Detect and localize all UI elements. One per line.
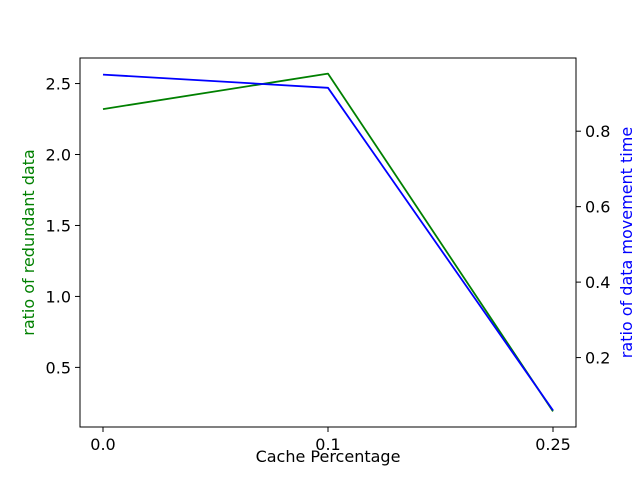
right-y-tick-label: 0.8 xyxy=(585,122,610,141)
axes-layer: 0.0 0.1 0.25 0.5 1.0 1.5 2.0 2.5 0.2 0.4 0.6 0.8 xyxy=(46,57,610,454)
left-y-tick-label: 1.5 xyxy=(46,216,71,235)
left-y-tick-label: 1.0 xyxy=(46,287,71,306)
series-line-data-movement-time xyxy=(102,73,554,411)
x-axis-title: Cache Percentage xyxy=(256,447,401,466)
left-y-tick-label: 2.5 xyxy=(46,75,71,94)
right-y-axis-title: ratio of data movement time xyxy=(617,127,636,358)
x-tick-label: 0.0 xyxy=(90,435,115,454)
series-line-redundant-data xyxy=(102,72,554,412)
series-layer xyxy=(102,72,554,412)
right-y-tick-label: 0.4 xyxy=(585,273,610,292)
left-y-axis-title: ratio of redundant data xyxy=(19,149,38,336)
left-y-tick-label: 2.0 xyxy=(46,146,71,165)
x-tick-label: 0.25 xyxy=(535,435,571,454)
left-y-tick-label: 0.5 xyxy=(46,358,71,377)
x-tick-label: 0.1 xyxy=(315,435,340,454)
right-y-tick-label: 0.6 xyxy=(585,198,610,217)
right-y-tick-label: 0.2 xyxy=(585,349,610,368)
plot-area xyxy=(80,58,576,427)
